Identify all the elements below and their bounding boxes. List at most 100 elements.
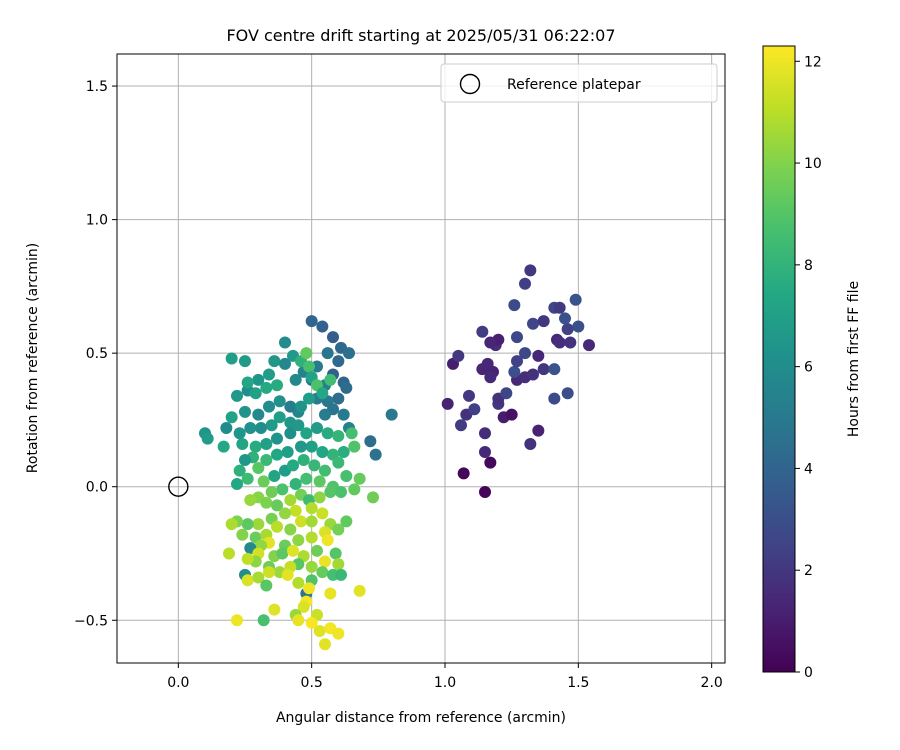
- data-point: [271, 499, 283, 512]
- data-point: [252, 408, 265, 421]
- data-point: [287, 544, 299, 557]
- data-point: [268, 355, 281, 368]
- data-point: [241, 472, 254, 485]
- data-point: [316, 566, 329, 579]
- data-point: [281, 568, 294, 581]
- data-point: [263, 368, 275, 381]
- data-point: [569, 293, 582, 306]
- data-point: [319, 464, 331, 477]
- y-tick-label: 0.5: [86, 346, 108, 362]
- data-point: [532, 349, 545, 362]
- colorbar-tick-label: 10: [804, 156, 822, 172]
- data-point: [564, 336, 577, 349]
- data-point: [303, 360, 315, 373]
- data-point: [479, 427, 491, 440]
- data-point: [321, 427, 334, 440]
- data-point: [476, 325, 489, 338]
- data-point: [279, 336, 291, 349]
- data-point: [353, 584, 366, 597]
- data-point: [319, 638, 331, 651]
- data-point: [223, 547, 235, 560]
- data-point: [201, 432, 214, 445]
- data-point: [316, 387, 329, 400]
- data-point: [284, 494, 297, 507]
- data-point: [260, 579, 273, 592]
- data-point: [313, 624, 326, 637]
- data-point: [289, 504, 302, 517]
- data-point: [289, 478, 302, 491]
- data-point: [332, 456, 345, 469]
- data-point: [311, 421, 323, 434]
- data-point: [479, 486, 491, 499]
- data-point: [231, 614, 243, 627]
- y-tick-label: 1.0: [86, 213, 108, 229]
- data-point: [252, 373, 265, 386]
- data-point: [340, 470, 353, 483]
- data-point: [455, 419, 467, 432]
- data-point: [308, 459, 321, 472]
- legend: Reference platepar: [440, 63, 718, 103]
- data-point: [271, 432, 283, 445]
- data-point: [217, 440, 230, 453]
- data-point: [231, 478, 243, 491]
- data-point: [260, 381, 273, 394]
- data-point: [321, 534, 334, 547]
- data-point: [249, 440, 262, 453]
- data-point: [319, 408, 331, 421]
- data-point: [303, 392, 315, 405]
- colorbar-tick-label: 8: [804, 258, 813, 274]
- data-point: [335, 568, 347, 581]
- data-point: [305, 315, 318, 328]
- colorbar-tick-label: 2: [804, 563, 813, 579]
- data-point: [527, 317, 539, 330]
- data-point: [332, 392, 345, 405]
- data-point: [260, 496, 273, 509]
- data-point: [324, 587, 337, 600]
- data-point: [505, 408, 518, 421]
- colorbar-label: Hours from first FF file: [846, 281, 862, 437]
- x-tick-label: 0.0: [167, 675, 189, 691]
- data-point: [548, 363, 561, 376]
- data-point: [265, 486, 278, 499]
- data-point: [292, 614, 305, 627]
- data-point: [239, 405, 251, 418]
- data-point: [561, 323, 574, 336]
- data-point: [553, 336, 566, 349]
- data-point: [241, 376, 254, 389]
- colorbar-tick-label: 6: [804, 360, 813, 376]
- data-point: [457, 467, 470, 480]
- data-point: [340, 381, 353, 394]
- data-point: [233, 427, 246, 440]
- data-point: [332, 355, 345, 368]
- data-point: [329, 547, 342, 560]
- data-point: [263, 566, 275, 579]
- data-point: [327, 331, 339, 344]
- data-point: [561, 387, 574, 400]
- data-point: [537, 315, 550, 328]
- data-point: [295, 400, 307, 413]
- data-point: [511, 355, 523, 368]
- data-point: [244, 494, 257, 507]
- data-point: [572, 320, 585, 333]
- data-point: [233, 464, 246, 477]
- data-point: [244, 421, 257, 434]
- data-point: [305, 440, 318, 453]
- data-point: [500, 387, 513, 400]
- data-point: [324, 486, 337, 499]
- data-point: [300, 427, 313, 440]
- data-point: [532, 424, 545, 437]
- data-point: [343, 347, 355, 360]
- data-point: [252, 518, 265, 531]
- data-point: [484, 336, 497, 349]
- data-point: [295, 440, 307, 453]
- data-point: [441, 397, 454, 410]
- data-point: [268, 603, 281, 616]
- data-point: [271, 448, 283, 461]
- data-point: [324, 373, 337, 386]
- data-point: [263, 400, 275, 413]
- data-point: [276, 483, 289, 496]
- data-point: [452, 349, 465, 362]
- data-point: [484, 371, 497, 384]
- reference-marker-open-circle: [168, 476, 189, 497]
